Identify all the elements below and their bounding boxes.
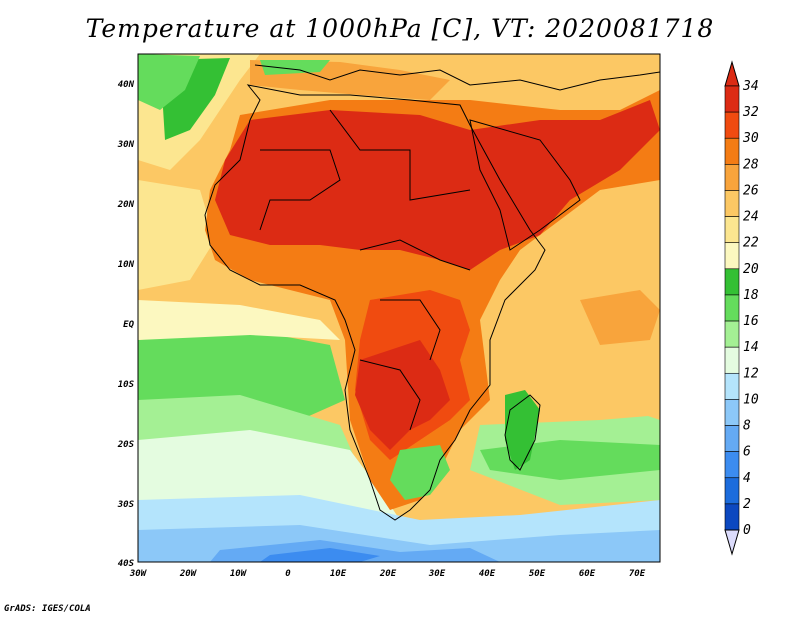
colorbar-swatch: [724, 242, 740, 270]
x-tick-label: 30W: [129, 569, 148, 579]
colorbar-swatch: [724, 503, 740, 531]
colorbar-label: 30: [742, 131, 759, 146]
x-tick-label: 10E: [330, 569, 347, 579]
colorbar-label: 24: [743, 210, 759, 225]
colorbar-swatch: [724, 164, 740, 191]
x-tick-label: 50E: [529, 569, 546, 579]
colorbar-label: 6: [743, 445, 751, 460]
x-axis: 30W 20W 10W 0 10E 20E 30E 40E 50E 60E 70…: [129, 569, 646, 579]
x-tick-label: 70E: [629, 569, 646, 579]
colorbar-swatch: [724, 216, 740, 244]
colorbar-label: 22: [743, 236, 759, 251]
colorbar-label: 26: [743, 183, 759, 198]
colorbar-label: 12: [743, 366, 759, 381]
y-tick-label: 10S: [118, 380, 135, 390]
colorbar-swatch: [724, 477, 740, 505]
colorbar-label: 18: [743, 288, 759, 303]
colorbar-label: 4: [743, 471, 751, 486]
x-tick-label: 0: [285, 569, 291, 579]
y-tick-label: 20N: [117, 200, 135, 210]
colorbar-swatch: [724, 372, 740, 400]
footer-credit: GrADS: IGES/COLA: [4, 604, 91, 614]
colorbar-swatch: [724, 320, 740, 348]
colorbar-swatch: [724, 268, 740, 296]
x-tick-label: 20E: [379, 569, 397, 579]
colorbar-label: 32: [742, 105, 759, 120]
colorbar-swatch: [724, 346, 740, 374]
colorbar-swatch: [724, 451, 740, 479]
x-tick-label: 10W: [230, 569, 248, 579]
colorbar-label: 0: [743, 523, 751, 538]
colorbar-swatch: [724, 294, 740, 322]
y-tick-label: 30S: [117, 500, 135, 510]
x-tick-label: 30E: [428, 569, 446, 579]
colorbar-label: 10: [743, 392, 759, 407]
colorbar-label: 8: [743, 419, 751, 434]
colorbar-label: 14: [743, 340, 759, 355]
colorbar-swatch: [724, 190, 740, 217]
colorbar-label: 28: [743, 157, 759, 172]
x-tick-label: 40E: [479, 569, 496, 579]
plot-border: [137, 53, 661, 563]
y-tick-label: 40N: [118, 80, 135, 90]
x-tick-label: 60E: [579, 569, 596, 579]
y-tick-label: 10N: [118, 260, 135, 270]
colorbar-bottom-arrow: [724, 529, 740, 556]
map-title: Temperature at 1000hPa [C], VT: 20200817…: [85, 14, 715, 43]
colorbar-swatch: [724, 137, 740, 165]
temperature-field: [138, 54, 660, 562]
y-tick-label: 30N: [117, 140, 135, 150]
y-axis: 40N 30N 20N 10N EQ 10S 20S 30S 40S: [117, 80, 135, 569]
colorbar-label: 34: [742, 79, 759, 94]
y-tick-label: EQ: [123, 320, 134, 330]
colorbar-swatch: [724, 399, 740, 426]
y-tick-label: 20S: [117, 440, 135, 450]
x-tick-label: 20W: [179, 569, 198, 579]
coastlines: [204, 64, 660, 521]
y-tick-label: 40S: [118, 559, 135, 569]
colorbar-top-arrow: [724, 60, 740, 87]
colorbar-swatch: [724, 85, 740, 113]
colorbar-label: 20: [743, 262, 759, 277]
colorbar-label: 2: [743, 497, 751, 512]
colorbar-swatch: [724, 425, 740, 452]
colorbar-label: 16: [743, 314, 759, 329]
colorbar-swatch: [724, 111, 740, 139]
